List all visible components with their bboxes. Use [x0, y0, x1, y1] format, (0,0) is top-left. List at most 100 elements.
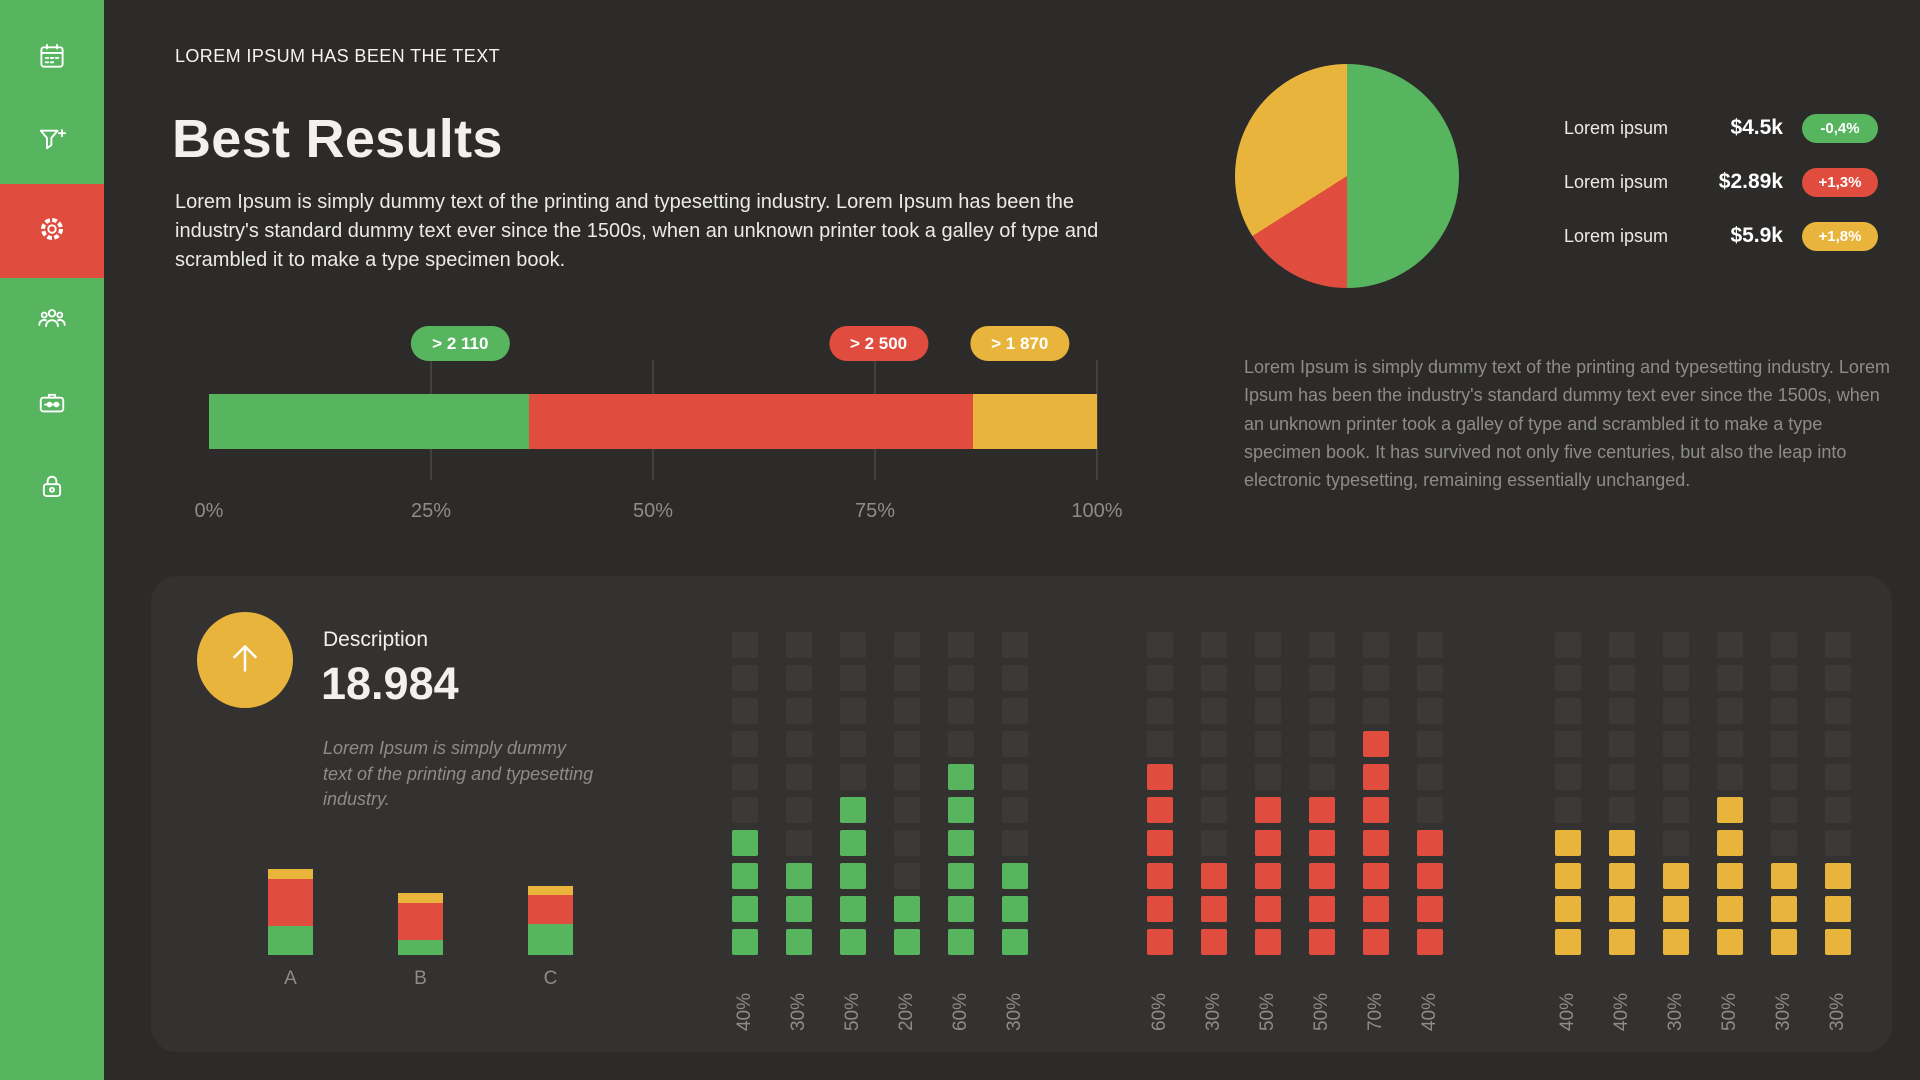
waffle-cell — [1002, 632, 1028, 658]
users-icon — [37, 303, 67, 338]
bar-annotation-pill: > 2 110 — [411, 326, 510, 361]
waffle-cell — [1002, 764, 1028, 790]
waffle-cell — [1002, 731, 1028, 757]
waffle-cell — [1555, 896, 1581, 922]
mini-bar-segment-yellow — [268, 869, 313, 879]
waffle-column — [1002, 632, 1028, 955]
waffle-cell — [1147, 929, 1173, 955]
lock-icon — [37, 471, 67, 506]
calendar-icon — [37, 41, 67, 76]
bar-segment-red — [528, 394, 973, 449]
waffle-cell — [1363, 797, 1389, 823]
waffle-cell — [1309, 764, 1335, 790]
waffle-cell — [1147, 797, 1173, 823]
waffle-cell — [732, 929, 758, 955]
waffle-cell — [1825, 863, 1851, 889]
waffle-cell — [1363, 896, 1389, 922]
waffle-cell — [894, 830, 920, 856]
waffle-column-label: 30% — [1665, 992, 1686, 1032]
waffle-cell — [948, 797, 974, 823]
waffle-cell — [1417, 929, 1443, 955]
waffle-column-label: 40% — [1419, 992, 1440, 1032]
waffle-cell — [1255, 896, 1281, 922]
waffle-column — [1363, 632, 1389, 955]
waffle-cell — [1309, 731, 1335, 757]
waffle-cell — [1717, 929, 1743, 955]
waffle-cell — [1309, 632, 1335, 658]
waffle-cell — [732, 632, 758, 658]
waffle-cell — [1771, 929, 1797, 955]
waffle-column — [1417, 632, 1443, 955]
waffle-cell — [1771, 830, 1797, 856]
mini-bar-segment-red — [398, 903, 443, 940]
stat-label: Description — [323, 628, 429, 651]
legend-badge: +1,3% — [1802, 167, 1878, 197]
waffle-cell — [1717, 632, 1743, 658]
sidebar-item-briefcase[interactable] — [0, 362, 104, 446]
legend-value: $5.9k — [1730, 224, 1783, 247]
waffle-cell — [732, 896, 758, 922]
waffle-cell — [1309, 797, 1335, 823]
waffle-cell — [1255, 665, 1281, 691]
waffle-cell — [1555, 929, 1581, 955]
waffle-cell — [1717, 698, 1743, 724]
legend-label: Lorem ipsum — [1563, 117, 1668, 138]
waffle-column — [1609, 632, 1635, 955]
waffle-cell — [1609, 731, 1635, 757]
waffle-cell — [840, 863, 866, 889]
waffle-cell — [1201, 632, 1227, 658]
waffle-column — [1147, 632, 1173, 955]
waffle-cell — [732, 731, 758, 757]
waffle-cell — [948, 764, 974, 790]
waffle-cell — [1609, 764, 1635, 790]
waffle-chart-green: 40% 30% 50% 20% 60% 30% — [732, 632, 1028, 1053]
mini-bar-segment-yellow — [398, 893, 443, 903]
trend-up-badge — [197, 612, 293, 708]
waffle-cell — [1555, 632, 1581, 658]
waffle-cell — [732, 764, 758, 790]
waffle-cell — [1255, 698, 1281, 724]
waffle-cell — [894, 665, 920, 691]
waffle-cell — [1363, 830, 1389, 856]
waffle-cell — [1147, 863, 1173, 889]
legend-label: Lorem ipsum — [1563, 171, 1668, 192]
waffle-cell — [1663, 896, 1689, 922]
mini-bar-labels: A B C — [268, 968, 573, 990]
waffle-cell — [1717, 764, 1743, 790]
stacked-bar-chart: > 2 110 > 2 500 > 1 870 0% 25% 50% 75% 1… — [195, 320, 1123, 535]
mini-bar-segment-red — [268, 879, 313, 926]
waffle-cell — [1717, 731, 1743, 757]
waffle-cell — [1417, 863, 1443, 889]
waffle-cell — [1201, 698, 1227, 724]
bar-segment-yellow — [972, 394, 1097, 449]
waffle-cell — [1255, 632, 1281, 658]
sidebar-item-settings[interactable] — [0, 184, 104, 278]
waffle-cell — [1363, 863, 1389, 889]
waffle-cell — [1002, 830, 1028, 856]
bar-axis: 0% 25% 50% 75% 100% — [195, 500, 1123, 530]
sidebar — [0, 0, 104, 1080]
sidebar-item-calendar[interactable] — [0, 16, 104, 100]
waffle-cell — [1555, 764, 1581, 790]
waffle-column — [1201, 632, 1227, 955]
sidebar-item-lock[interactable] — [0, 446, 104, 530]
waffle-cell — [1717, 797, 1743, 823]
legend-value: $4.5k — [1730, 116, 1783, 139]
mini-bar-segment-red — [528, 895, 573, 924]
summary-card: Description 18.984 Lorem Ipsum is simply… — [151, 576, 1892, 1052]
waffle-cell — [1609, 665, 1635, 691]
filter-add-icon — [37, 125, 67, 160]
waffle-cell — [1417, 896, 1443, 922]
waffle-cell — [1663, 830, 1689, 856]
waffle-column — [1555, 632, 1581, 955]
waffle-cell — [786, 863, 812, 889]
legend-badge: -0,4% — [1802, 113, 1878, 143]
waffle-cell — [1002, 896, 1028, 922]
waffle-column — [786, 632, 812, 955]
sidebar-item-filter[interactable] — [0, 100, 104, 184]
waffle-cell — [1825, 929, 1851, 955]
waffle-cell — [1825, 797, 1851, 823]
legend-label: Lorem ipsum — [1563, 225, 1668, 246]
sidebar-item-users[interactable] — [0, 278, 104, 362]
